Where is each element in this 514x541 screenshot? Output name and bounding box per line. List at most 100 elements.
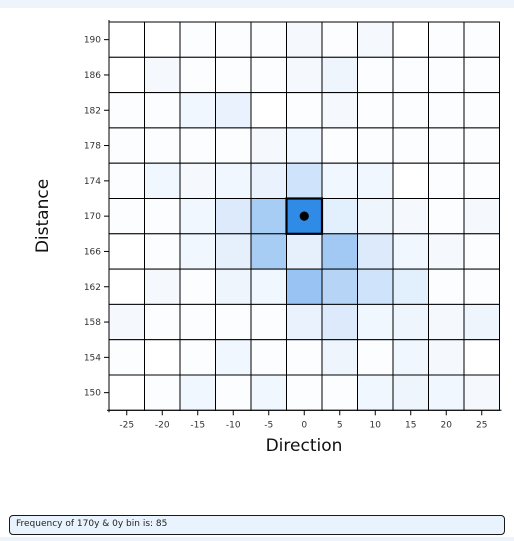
heatmap-cell-150--5[interactable]: [250, 374, 287, 411]
heatmap-cell-158-15[interactable]: [392, 303, 429, 341]
heatmap-cell-170--20[interactable]: [144, 198, 181, 235]
heatmap-cell-182-5[interactable]: [321, 92, 358, 129]
heatmap-cell-170-15[interactable]: [392, 198, 429, 235]
heatmap-cell-178--10[interactable]: [215, 127, 252, 164]
heatmap-cell-158--5[interactable]: [250, 303, 287, 341]
heatmap-cell-154--15[interactable]: [179, 339, 216, 376]
heatmap-cell-174-0[interactable]: [286, 162, 323, 199]
heatmap-cell-166-0[interactable]: [286, 233, 323, 270]
heatmap-cell-182--5[interactable]: [250, 92, 287, 129]
heatmap-cell-186-0[interactable]: [286, 56, 323, 94]
heatmap-cell-178-20[interactable]: [428, 127, 465, 164]
heatmap-cell-186-5[interactable]: [321, 56, 358, 94]
heatmap-cell-162--25[interactable]: [108, 268, 145, 305]
heatmap-cell-170--5[interactable]: [250, 198, 287, 235]
heatmap-cell-154-0[interactable]: [286, 339, 323, 376]
heatmap-cell-162-25[interactable]: [463, 268, 500, 305]
heatmap-cell-170--10[interactable]: [215, 198, 252, 235]
heatmap-cell-186--25[interactable]: [108, 56, 145, 94]
heatmap-cell-182-10[interactable]: [357, 92, 394, 129]
heatmap-cell-174--5[interactable]: [250, 162, 287, 199]
heatmap-cell-150-0[interactable]: [286, 374, 323, 411]
heatmap-cell-182-0[interactable]: [286, 92, 323, 129]
heatmap-cell-150-25[interactable]: [463, 374, 500, 411]
heatmap-cell-162--10[interactable]: [215, 268, 252, 305]
heatmap-cell-190-10[interactable]: [357, 21, 394, 58]
heatmap-cell-154--5[interactable]: [250, 339, 287, 376]
heatmap-cell-154-10[interactable]: [357, 339, 394, 376]
heatmap-cell-190-5[interactable]: [321, 21, 358, 58]
heatmap-cell-178-25[interactable]: [463, 127, 500, 164]
heatmap-cell-178-15[interactable]: [392, 127, 429, 164]
heatmap-cell-190--20[interactable]: [144, 21, 181, 58]
heatmap-cell-166--10[interactable]: [215, 233, 252, 270]
heatmap-cell-150-15[interactable]: [392, 374, 429, 411]
heatmap-cell-154-15[interactable]: [392, 339, 429, 376]
heatmap-cell-158-25[interactable]: [463, 303, 500, 341]
heatmap-cell-158--25[interactable]: [108, 303, 145, 341]
heatmap-cell-150--15[interactable]: [179, 374, 216, 411]
heatmap-cell-162-20[interactable]: [428, 268, 465, 305]
heatmap-cell-186-20[interactable]: [428, 56, 465, 94]
heatmap-cell-182--25[interactable]: [108, 92, 145, 129]
heatmap-cell-178--15[interactable]: [179, 127, 216, 164]
heatmap-cell-170-5[interactable]: [321, 198, 358, 235]
heatmap-cell-182-25[interactable]: [463, 92, 500, 129]
heatmap-cell-174-25[interactable]: [463, 162, 500, 199]
heatmap-cell-178--5[interactable]: [250, 127, 287, 164]
heatmap-cell-158-10[interactable]: [357, 303, 394, 341]
heatmap-cell-166-15[interactable]: [392, 233, 429, 270]
heatmap-cell-190--25[interactable]: [108, 21, 145, 58]
heatmap-cell-186-10[interactable]: [357, 56, 394, 94]
heatmap-cell-150--25[interactable]: [108, 374, 145, 411]
heatmap-cell-174-10[interactable]: [357, 162, 394, 199]
heatmap-cell-150--10[interactable]: [215, 374, 252, 411]
heatmap-cell-154-5[interactable]: [321, 339, 358, 376]
heatmap-cell-174-15[interactable]: [392, 162, 429, 199]
heatmap-cell-166--15[interactable]: [179, 233, 216, 270]
heatmap-cell-150--20[interactable]: [144, 374, 181, 411]
heatmap-cell-150-20[interactable]: [428, 374, 465, 411]
heatmap-cell-162--20[interactable]: [144, 268, 181, 305]
heatmap-cell-158-0[interactable]: [286, 303, 323, 341]
heatmap-cell-162-15[interactable]: [392, 268, 429, 305]
heatmap-cell-174-5[interactable]: [321, 162, 358, 199]
heatmap-cell-162-0[interactable]: [286, 268, 323, 305]
heatmap-cell-166-20[interactable]: [428, 233, 465, 270]
heatmap-cell-150-10[interactable]: [357, 374, 394, 411]
heatmap-cell-154-20[interactable]: [428, 339, 465, 376]
heatmap-cell-174--10[interactable]: [215, 162, 252, 199]
heatmap-cell-190--15[interactable]: [179, 21, 216, 58]
heatmap-cell-174-20[interactable]: [428, 162, 465, 199]
heatmap-cell-182--10[interactable]: [215, 92, 252, 129]
heatmap-cell-162--5[interactable]: [250, 268, 287, 305]
heatmap-cell-186--5[interactable]: [250, 56, 287, 94]
heatmap-cell-166-10[interactable]: [357, 233, 394, 270]
heatmap-cell-158-20[interactable]: [428, 303, 465, 341]
heatmap-cell-186-15[interactable]: [392, 56, 429, 94]
heatmap-cell-186--20[interactable]: [144, 56, 181, 94]
heatmap-cell-158--10[interactable]: [215, 303, 252, 341]
heatmap-cell-170-10[interactable]: [357, 198, 394, 235]
heatmap-cell-158--20[interactable]: [144, 303, 181, 341]
heatmap-cell-190--10[interactable]: [215, 21, 252, 58]
heatmap-cell-166--20[interactable]: [144, 233, 181, 270]
heatmap-cell-190-15[interactable]: [392, 21, 429, 58]
heatmap-cell-178--20[interactable]: [144, 127, 181, 164]
heatmap-cell-162-5[interactable]: [321, 268, 358, 305]
heatmap-cell-178-10[interactable]: [357, 127, 394, 164]
heatmap-cell-174--25[interactable]: [108, 162, 145, 199]
heatmap-cell-174--15[interactable]: [179, 162, 216, 199]
heatmap-cell-166--25[interactable]: [108, 233, 145, 270]
heatmap-cell-186-25[interactable]: [463, 56, 500, 94]
heatmap-cell-190-25[interactable]: [463, 21, 500, 58]
heatmap-cell-166-5[interactable]: [321, 233, 358, 270]
heatmap-cell-182--15[interactable]: [179, 92, 216, 129]
heatmap-cell-162-10[interactable]: [357, 268, 394, 305]
heatmap-cell-190-0[interactable]: [286, 21, 323, 58]
heatmap-cell-154--10[interactable]: [215, 339, 252, 376]
heatmap-cell-150-5[interactable]: [321, 374, 358, 411]
heatmap-cell-154-25[interactable]: [463, 339, 500, 376]
heatmap-cell-154--20[interactable]: [144, 339, 181, 376]
heatmap-cell-178--25[interactable]: [108, 127, 145, 164]
